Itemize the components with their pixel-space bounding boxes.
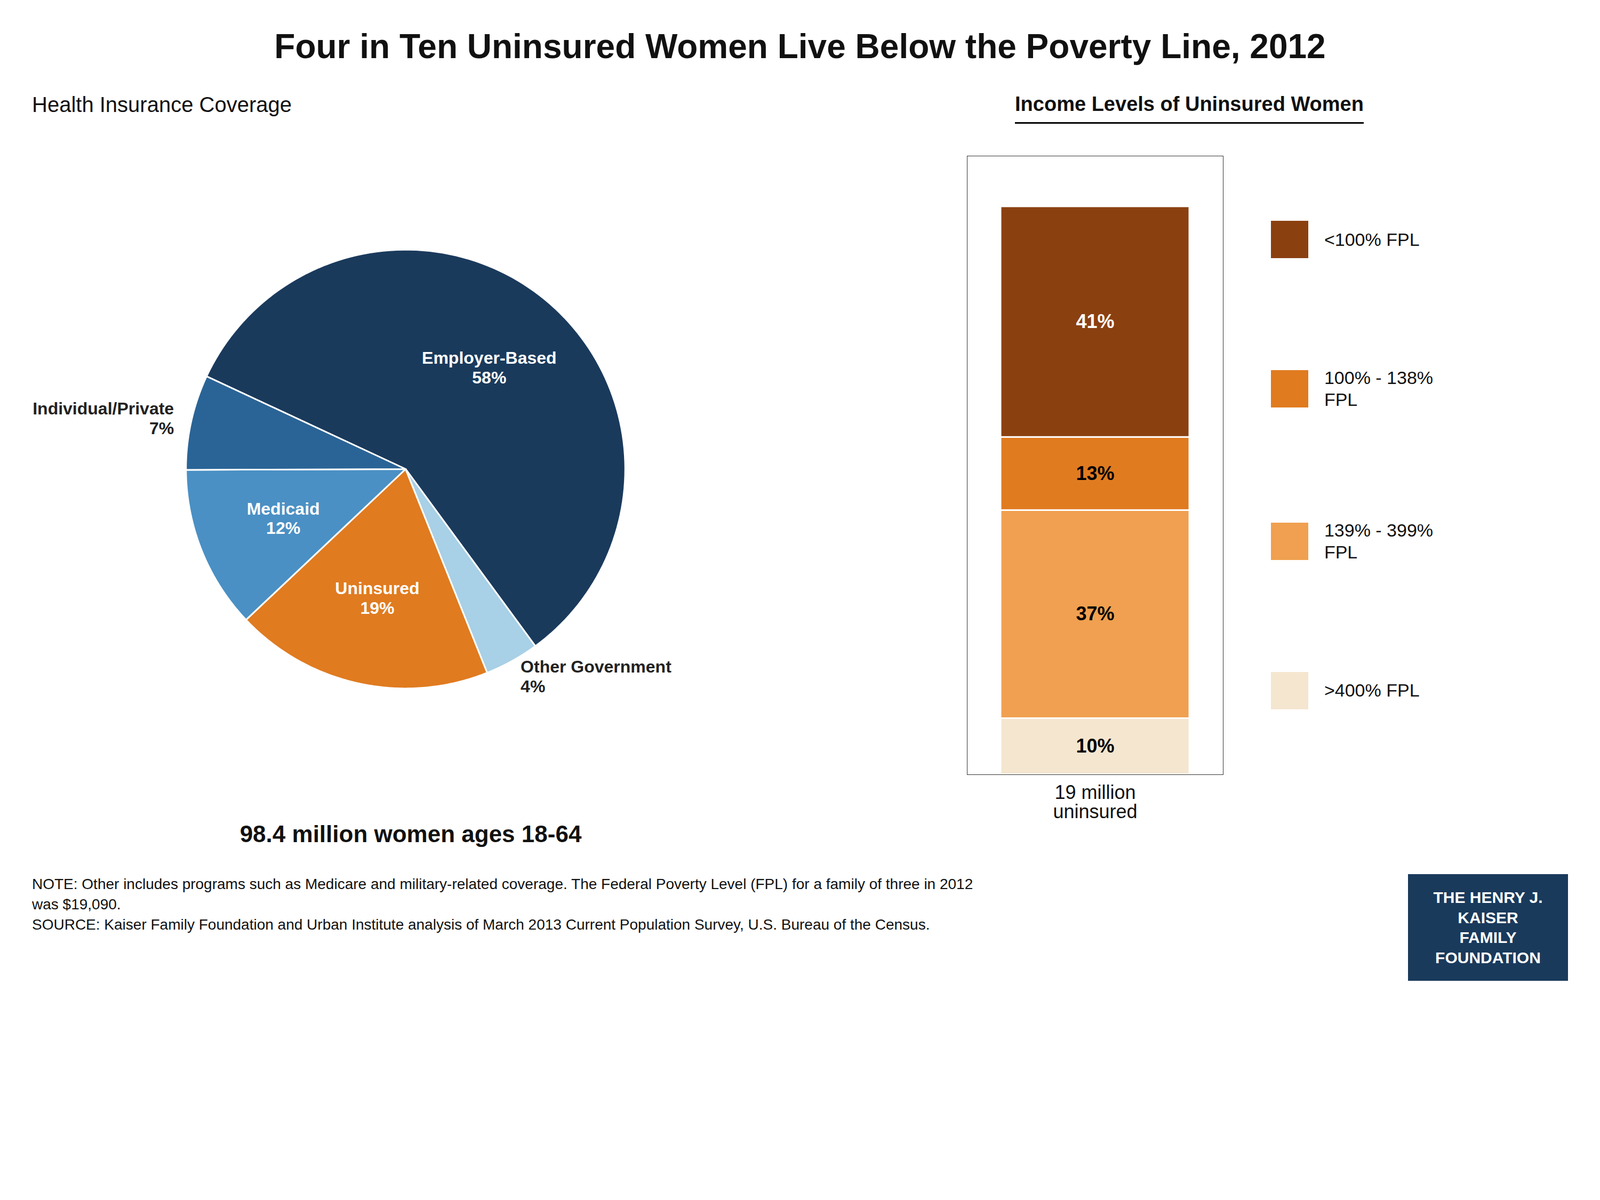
html-text:100% - 138% FPL: 100% - 138% FPL: [1324, 367, 1434, 410]
html-text:Income Levels of Uninsured Wom: Income Levels of Uninsured Women: [1014, 92, 1364, 116]
svg-text:13%: 13%: [1075, 462, 1115, 485]
svg-text:Uninsured19%: Uninsured19%: [334, 578, 420, 618]
html-text:THE HENRY J. KAISER FAMILY FOU: THE HENRY J. KAISER FAMILY FOUNDATION: [1433, 888, 1543, 967]
html-text:Health Insurance Coverage: Health Insurance Coverage: [32, 92, 292, 117]
html-text:<100% FPL: <100% FPL: [1324, 229, 1420, 250]
svg-text:Employer-Based58%: Employer-Based58%: [421, 348, 557, 388]
svg-text:37%: 37%: [1075, 602, 1115, 625]
svg-text:Other Government4%: Other Government4%: [520, 657, 672, 696]
html-text:139% - 399% FPL: 139% - 399% FPL: [1324, 520, 1434, 563]
html-text:>400% FPL: >400% FPL: [1324, 680, 1420, 701]
html-text:98.4 million women ages 18-64: 98.4 million women ages 18-64: [239, 820, 582, 847]
svg-text:19 millionuninsured: 19 millionuninsured: [1052, 781, 1138, 823]
svg-text:41%: 41%: [1075, 310, 1115, 333]
svg-text:Medicaid12%: Medicaid12%: [246, 499, 320, 539]
svg-text:10%: 10%: [1075, 734, 1115, 757]
html-text:Four in Ten Uninsured Women Li: Four in Ten Uninsured Women Live Below t…: [274, 27, 1326, 66]
html-text:NOTE: Other includes programs: NOTE: Other includes programs such as Me…: [32, 875, 973, 933]
svg-text:Individual/Private7%: Individual/Private7%: [32, 398, 174, 438]
